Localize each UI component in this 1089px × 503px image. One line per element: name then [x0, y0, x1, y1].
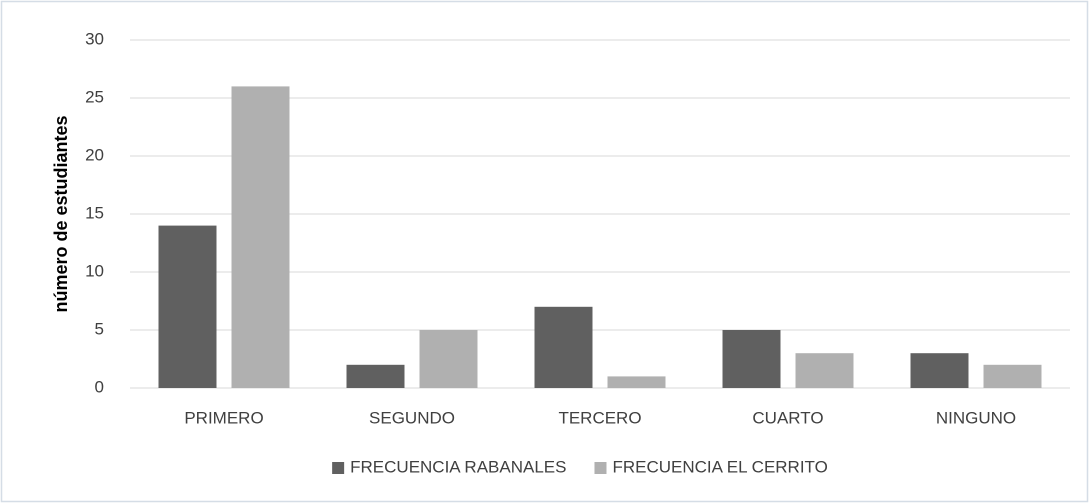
y-tick-label: 25 [85, 87, 104, 106]
x-tick-label: CUARTO [752, 408, 823, 427]
x-tick-label: PRIMERO [184, 408, 263, 427]
y-tick-label: 0 [95, 377, 104, 396]
y-axis-label: número de estudiantes [51, 115, 71, 312]
x-tick-label: NINGUNO [936, 408, 1016, 427]
y-tick-label: 20 [85, 145, 104, 164]
bar [346, 364, 405, 388]
legend-swatch [594, 462, 607, 474]
bar [795, 353, 854, 388]
y-tick-label: 15 [85, 203, 104, 222]
bar [231, 86, 290, 389]
bar [722, 330, 781, 388]
bar [534, 306, 593, 388]
x-tick-label: SEGUNDO [369, 408, 455, 427]
bar [983, 364, 1042, 388]
x-tick-label: TERCERO [558, 408, 641, 427]
legend-label: FRECUENCIA EL CERRITO [612, 457, 827, 476]
bar [607, 376, 666, 388]
bar [158, 225, 217, 388]
legend-label: FRECUENCIA RABANALES [350, 457, 566, 476]
bar [419, 330, 478, 388]
y-tick-label: 5 [95, 319, 104, 338]
legend-swatch [332, 462, 345, 474]
y-tick-label: 10 [85, 261, 104, 280]
y-tick-label: 30 [85, 29, 104, 48]
bar [910, 353, 969, 388]
